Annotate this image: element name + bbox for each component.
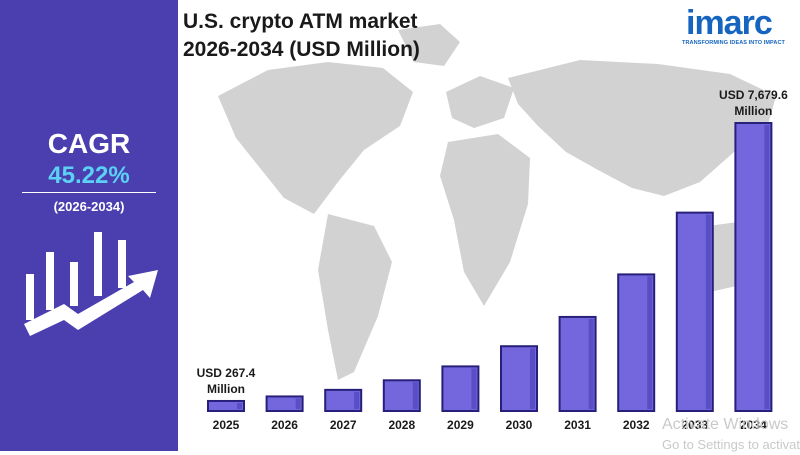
x-tick-label-2031: 2031	[564, 418, 591, 432]
bar-shade-2028	[412, 382, 418, 409]
bar-shade-2029	[471, 368, 477, 409]
x-tick-label-2032: 2032	[623, 418, 650, 432]
x-tick-label-2025: 2025	[213, 418, 240, 432]
bar-2025	[207, 399, 245, 413]
cagr-divider	[22, 192, 156, 193]
bar-shade-2032	[647, 276, 653, 409]
bar-2026	[265, 395, 304, 413]
bar-2027	[324, 388, 363, 413]
chart-title: U.S. crypto ATM market 2026-2034 (USD Mi…	[183, 8, 513, 64]
brand-logo: imarc TRANSFORMING IDEAS INTO IMPACT	[682, 6, 794, 46]
cagr-label: CAGR	[47, 128, 131, 159]
data-label-2034: USD 7,679.6 Million	[719, 88, 788, 118]
bar-chart: 2025 2026 2027 2028 2029 2030 2031 2032 2033 2034…	[197, 24, 788, 432]
growth-chart-icon	[24, 232, 158, 336]
bar-shade-2025	[237, 402, 242, 409]
chart-title-line-1: U.S. crypto ATM market	[183, 10, 418, 33]
x-tick-label-2027: 2027	[330, 418, 357, 432]
x-tick-label-2034: 2034	[740, 418, 767, 432]
bar-shade-2027	[354, 391, 360, 409]
cagr-value: 45.22%	[48, 162, 130, 189]
x-tick-label-2028: 2028	[388, 418, 415, 432]
x-tick-label-2029: 2029	[447, 418, 474, 432]
x-tick-label-2026: 2026	[271, 418, 298, 432]
bar-shade-2033	[705, 214, 711, 409]
watermark-line-1: Activate Windows	[662, 416, 789, 433]
chart-title-line-2: 2026-2034 (USD Million)	[183, 38, 420, 61]
x-tick-label-2033: 2033	[681, 418, 708, 432]
x-tick-label-2030: 2030	[506, 418, 533, 432]
cagr-panel	[0, 0, 178, 451]
cagr-period: (2026-2034)	[53, 199, 125, 214]
activation-watermark: Activate Windows Go to Settings to activ…	[662, 415, 800, 455]
watermark-line-2: Go to Settings to activate	[662, 437, 800, 452]
brand-tagline: TRANSFORMING IDEAS INTO IMPACT	[682, 40, 786, 46]
data-label-2025: USD 267.4 Million	[197, 366, 256, 396]
brand-name: imarc	[686, 4, 773, 42]
bar-shade-2034	[764, 125, 770, 409]
bar-shade-2031	[588, 318, 594, 409]
bar-shade-2030	[530, 348, 535, 409]
bar-shade-2026	[295, 398, 301, 409]
